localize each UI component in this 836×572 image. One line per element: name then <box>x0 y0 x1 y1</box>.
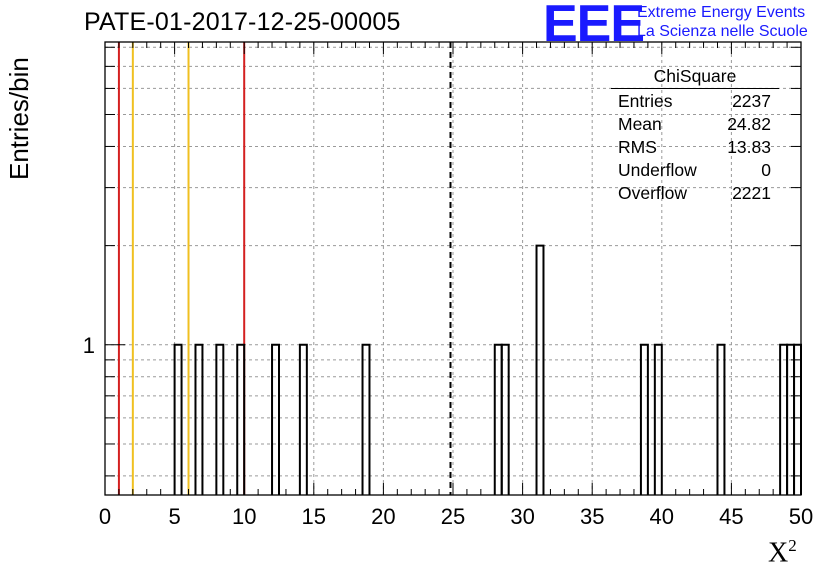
histogram-bin <box>215 343 225 495</box>
histogram-bin <box>779 343 789 495</box>
histogram-bin <box>194 343 204 495</box>
stats-label: RMS <box>618 137 657 157</box>
x-axis-label-superscript: 2 <box>788 536 797 555</box>
stats-title: ChiSquare <box>611 66 779 89</box>
histogram-bin <box>535 244 545 495</box>
histogram-bin <box>793 343 802 495</box>
y-tick-label: 1 <box>83 333 95 358</box>
histogram-bin <box>653 343 663 495</box>
x-tick-label: 35 <box>580 504 604 529</box>
histogram-bin <box>786 343 796 495</box>
x-tick-label: 50 <box>789 504 813 529</box>
stats-label: Overflow <box>618 183 688 203</box>
histogram-bin <box>639 343 649 495</box>
x-axis-label: X2 <box>768 536 797 569</box>
histogram-bin <box>298 343 308 495</box>
y-axis-label: Entries/bin <box>4 57 34 180</box>
x-tick-label: 10 <box>232 504 256 529</box>
x-tick-label: 5 <box>168 504 180 529</box>
histogram-bin <box>716 343 726 495</box>
x-tick-label: 45 <box>719 504 743 529</box>
x-tick-label: 30 <box>510 504 534 529</box>
histogram-bin <box>173 343 183 495</box>
stats-value: 2237 <box>732 91 771 111</box>
stats-row-underflow: Underflow 0 <box>611 159 779 182</box>
x-tick-label: 20 <box>371 504 395 529</box>
stats-row-rms: RMS 13.83 <box>611 136 779 159</box>
stats-box: ChiSquare Entries 2237 Mean 24.82 RMS 13.83… <box>611 66 779 205</box>
histogram-bin <box>236 343 246 495</box>
histogram-bin <box>493 343 503 495</box>
logo-line-1: Extreme Energy Events <box>637 4 806 21</box>
x-tick-label: 15 <box>302 504 326 529</box>
chart-title: PATE-01-2017-12-25-00005 <box>84 8 401 36</box>
stats-label: Underflow <box>618 160 697 180</box>
stats-value: 0 <box>761 160 771 180</box>
stats-row-mean: Mean 24.82 <box>611 113 779 136</box>
stats-label: Mean <box>618 114 662 134</box>
eee-logo: EEE <box>543 0 645 53</box>
stats-value: 2221 <box>732 183 771 203</box>
stats-label: Entries <box>618 91 673 111</box>
x-tick-label: 0 <box>99 504 111 529</box>
x-tick-label: 40 <box>650 504 674 529</box>
x-tick-label: 25 <box>441 504 465 529</box>
histogram-bin <box>361 343 371 495</box>
histogram-bin <box>271 343 280 495</box>
stats-row-overflow: Overflow 2221 <box>611 182 779 205</box>
logo-line-2: La Scienza nelle Scuole <box>637 23 808 40</box>
x-axis-label-text: X <box>768 537 789 569</box>
histogram-bin <box>500 343 510 495</box>
stats-row-entries: Entries 2237 <box>611 90 779 113</box>
stats-value: 24.82 <box>727 114 771 134</box>
stats-value: 13.83 <box>727 137 771 157</box>
